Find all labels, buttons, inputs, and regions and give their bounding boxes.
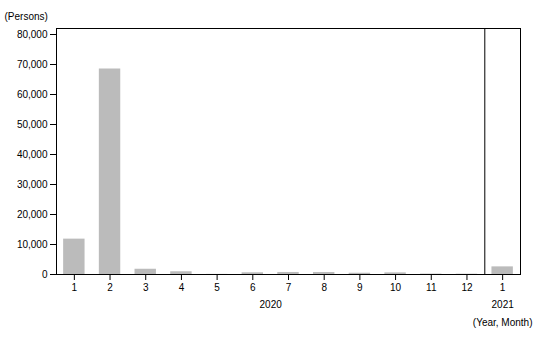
svg-text:7: 7: [286, 282, 292, 293]
svg-text:10,000: 10,000: [17, 239, 48, 250]
svg-text:11: 11: [426, 282, 437, 293]
svg-text:(Persons): (Persons): [5, 11, 48, 22]
svg-text:0: 0: [42, 269, 48, 280]
svg-text:8: 8: [321, 282, 327, 293]
svg-text:70,000: 70,000: [17, 59, 48, 70]
svg-text:50,000: 50,000: [17, 119, 48, 130]
svg-text:5: 5: [214, 282, 220, 293]
svg-text:60,000: 60,000: [17, 89, 48, 100]
svg-text:2021: 2021: [492, 299, 515, 310]
svg-text:30,000: 30,000: [17, 179, 48, 190]
svg-text:10: 10: [390, 282, 402, 293]
svg-text:(Year, Month): (Year, Month): [473, 317, 533, 328]
svg-text:1: 1: [72, 282, 78, 293]
svg-text:2020: 2020: [260, 299, 283, 310]
svg-text:12: 12: [461, 282, 473, 293]
svg-text:1: 1: [500, 282, 506, 293]
svg-text:2: 2: [107, 282, 113, 293]
svg-text:4: 4: [179, 282, 185, 293]
svg-text:6: 6: [250, 282, 256, 293]
svg-text:9: 9: [357, 282, 363, 293]
svg-text:20,000: 20,000: [17, 209, 48, 220]
svg-text:40,000: 40,000: [17, 149, 48, 160]
svg-text:3: 3: [143, 282, 149, 293]
svg-text:80,000: 80,000: [17, 29, 48, 40]
